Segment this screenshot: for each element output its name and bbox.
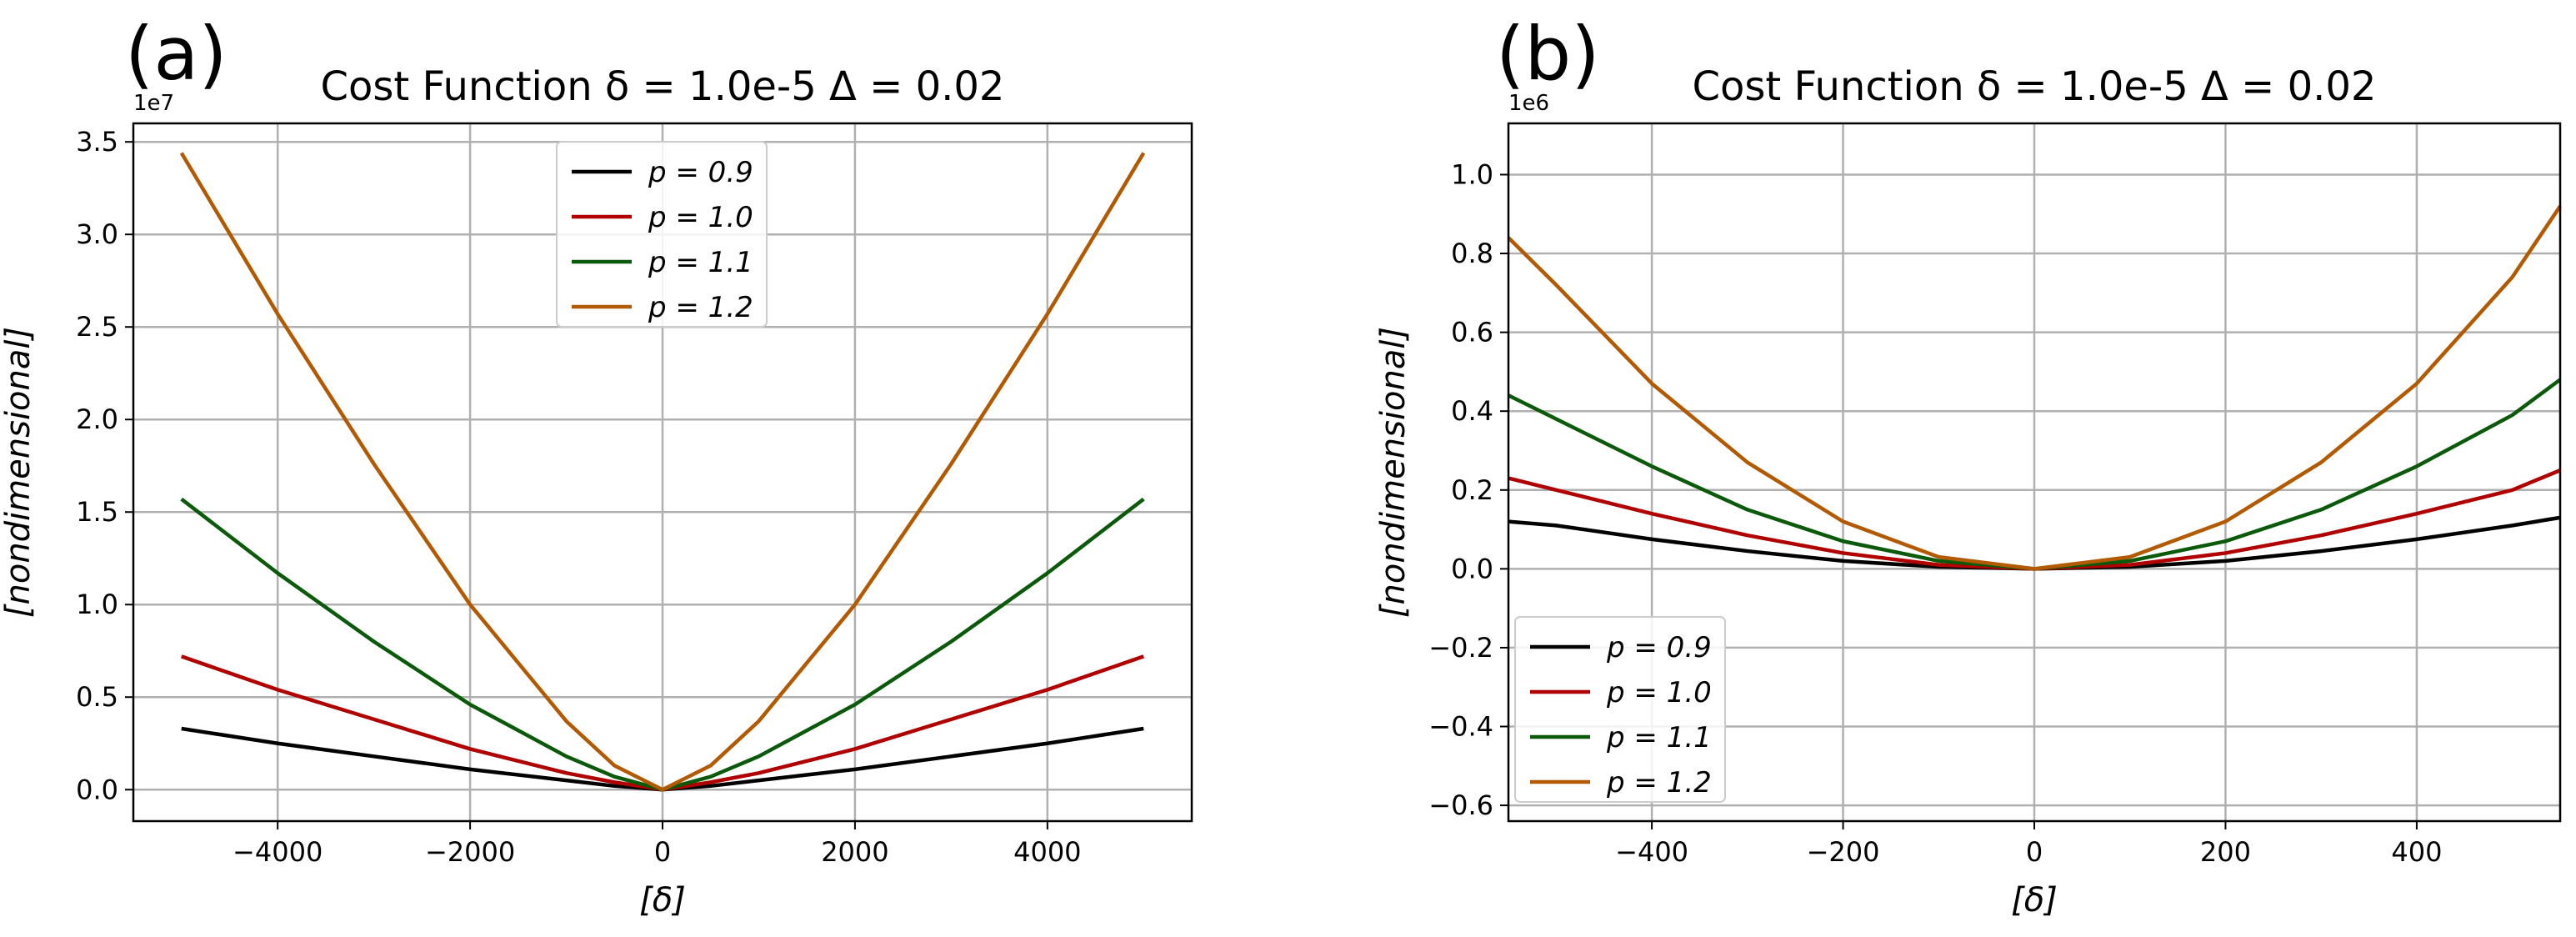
x-tick-label: 200 bbox=[2200, 836, 2251, 868]
y-tick-label: 0.4 bbox=[1451, 395, 1493, 427]
y-axis-label: [nondimensional] bbox=[1374, 327, 1413, 618]
y-tick-label: 1.5 bbox=[76, 496, 118, 528]
legend-label: p = 1.2 bbox=[648, 291, 753, 324]
y-tick-label: 2.5 bbox=[76, 311, 118, 343]
panel-label: (a) bbox=[125, 11, 228, 97]
legend-box bbox=[1514, 616, 1726, 803]
y-tick-label: 0.6 bbox=[1451, 317, 1493, 348]
y-tick-label: 0.5 bbox=[76, 681, 118, 713]
legend-label: p = 1.1 bbox=[648, 246, 753, 279]
panel-b: −400 −200 0 200 400 −0.6 −0.4 −0.2 0.0 0.2 0.4 0.6 0… bbox=[1374, 11, 2562, 919]
y-axis-label: [nondimensional] bbox=[0, 327, 38, 618]
legend-label: p = 0.9 bbox=[1606, 631, 1712, 664]
legend: p = 0.9 p = 1.0 p = 1.1 p = 1.2 bbox=[1514, 616, 1726, 803]
panel-label: (b) bbox=[1496, 11, 1600, 97]
x-tick-label: 2000 bbox=[821, 836, 888, 868]
chart-title: Cost Function δ = 1.0e-5 Δ = 0.02 bbox=[321, 63, 1005, 110]
x-axis-label: [δ] bbox=[639, 881, 686, 919]
y-tick-label: 1.0 bbox=[1451, 158, 1493, 190]
y-offset-text: 1e6 bbox=[1508, 91, 1549, 116]
x-tick-label: 4000 bbox=[1013, 836, 1081, 868]
x-tick-label: 0 bbox=[2026, 836, 2043, 868]
y-tick-label: 0.8 bbox=[1451, 238, 1493, 269]
y-tick-label: 3.0 bbox=[76, 218, 118, 250]
y-offset-text: 1e7 bbox=[133, 91, 174, 116]
y-tick-label: 0.0 bbox=[76, 774, 118, 805]
x-tick-label: 0 bbox=[654, 836, 671, 868]
legend-label: p = 1.1 bbox=[1606, 721, 1712, 754]
legend-label: p = 0.9 bbox=[648, 156, 753, 189]
y-tick-label: 0.2 bbox=[1451, 474, 1493, 506]
series-line-12 bbox=[1507, 205, 2562, 571]
y-tick-label: −0.2 bbox=[1428, 632, 1493, 664]
x-tick-label: −200 bbox=[1807, 836, 1880, 868]
x-axis-label: [δ] bbox=[2011, 881, 2058, 919]
legend-label: p = 1.0 bbox=[1606, 676, 1712, 709]
y-tick-label: 1.0 bbox=[76, 589, 118, 620]
panel-a: −4000 −2000 0 2000 4000 0.0 0.5 1.0 1.5 2.0 2.5 3.0… bbox=[0, 11, 1193, 919]
x-tick-label: −2000 bbox=[425, 836, 515, 868]
plot-frame bbox=[132, 122, 1193, 823]
legend: p = 0.9 p = 1.0 p = 1.1 p = 1.2 bbox=[556, 141, 768, 328]
legend-box bbox=[556, 141, 768, 328]
x-tick-label: −400 bbox=[1615, 836, 1688, 868]
x-tick-label: −4000 bbox=[233, 836, 323, 868]
y-tick-label: 2.0 bbox=[76, 403, 118, 435]
series-line-12 bbox=[179, 152, 1146, 792]
y-tick-label: 0.0 bbox=[1451, 553, 1493, 584]
plot-frame bbox=[1507, 122, 2562, 823]
x-tick-label: 400 bbox=[2391, 836, 2442, 868]
legend-label: p = 1.2 bbox=[1606, 766, 1712, 799]
y-tick-label: −0.4 bbox=[1428, 711, 1493, 743]
chart-title: Cost Function δ = 1.0e-5 Δ = 0.02 bbox=[1693, 63, 2377, 110]
y-tick-label: −0.6 bbox=[1428, 789, 1493, 821]
legend-label: p = 1.0 bbox=[648, 201, 753, 234]
y-tick-label: 3.5 bbox=[76, 126, 118, 158]
